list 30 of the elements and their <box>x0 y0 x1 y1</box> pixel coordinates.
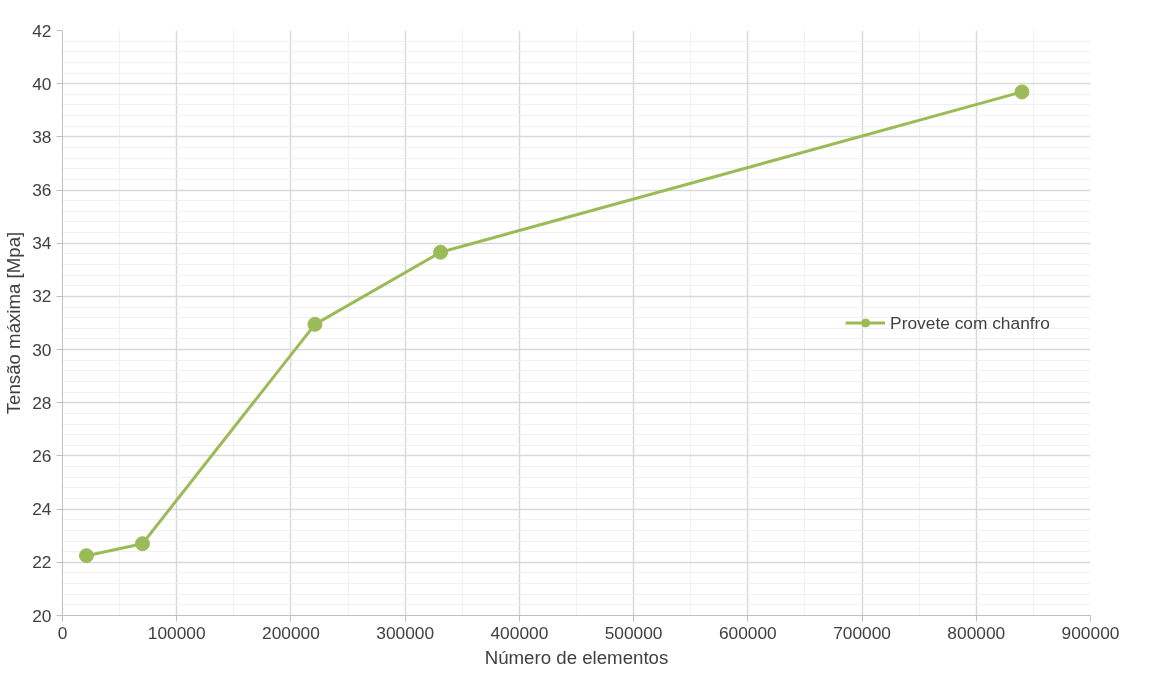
y-axis-title: Tensão máxima [Mpa] <box>3 231 25 415</box>
x-tick-label: 400000 <box>490 622 549 643</box>
y-tick-label: 24 <box>32 499 52 520</box>
legend-label: Provete com chanfro <box>890 312 1050 333</box>
y-tick-label: 36 <box>32 180 52 201</box>
y-tick-label: 38 <box>32 126 52 147</box>
x-tick-label: 900000 <box>1061 622 1120 643</box>
x-tick-label: 100000 <box>147 622 206 643</box>
y-tick-label: 30 <box>32 339 52 360</box>
point <box>433 244 449 260</box>
x-tick-label: 0 <box>57 622 68 643</box>
y-tick-label: 20 <box>32 605 52 626</box>
x-tick-label: 600000 <box>718 622 777 643</box>
y-tick-label: 32 <box>32 286 52 307</box>
y-tick-label: 28 <box>32 392 52 413</box>
point <box>134 536 150 552</box>
point <box>1014 84 1030 100</box>
point <box>78 548 94 564</box>
x-axis-title: Número de elementos <box>484 646 669 668</box>
y-tick-label: 34 <box>32 233 52 254</box>
x-tick-label: 800000 <box>947 622 1006 643</box>
y-tick-label: 26 <box>32 445 52 466</box>
x-tick-label: 700000 <box>833 622 891 643</box>
y-tick-label: 42 <box>32 20 52 41</box>
x-tick-label: 300000 <box>376 622 435 643</box>
y-tick-label: 40 <box>32 73 52 94</box>
y-tick-label: 22 <box>32 552 52 573</box>
x-tick-label: 200000 <box>262 622 320 643</box>
point <box>307 316 323 332</box>
x-tick-label: 500000 <box>604 622 663 643</box>
